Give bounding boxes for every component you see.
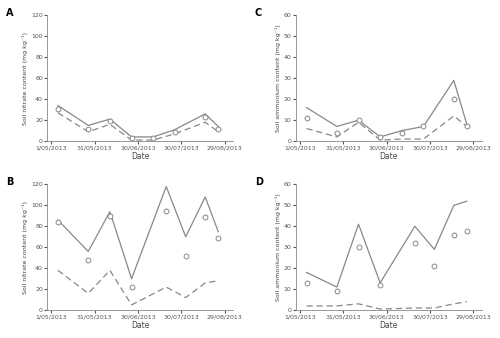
X-axis label: Date: Date	[131, 321, 150, 330]
Text: B: B	[6, 177, 14, 187]
X-axis label: Date: Date	[131, 152, 150, 161]
Text: D: D	[254, 177, 262, 187]
X-axis label: Date: Date	[380, 152, 398, 161]
Y-axis label: Soil nitrate content (mg kg⁻¹): Soil nitrate content (mg kg⁻¹)	[22, 201, 28, 294]
Y-axis label: Soil ammonium content (mg kg⁻¹): Soil ammonium content (mg kg⁻¹)	[275, 24, 281, 132]
Y-axis label: Soil ammonium content (mg kg⁻¹): Soil ammonium content (mg kg⁻¹)	[275, 193, 281, 301]
Y-axis label: Soil nitrate content (mg kg⁻¹): Soil nitrate content (mg kg⁻¹)	[22, 32, 28, 125]
X-axis label: Date: Date	[380, 321, 398, 330]
Text: A: A	[6, 8, 14, 18]
Text: C: C	[254, 8, 262, 18]
